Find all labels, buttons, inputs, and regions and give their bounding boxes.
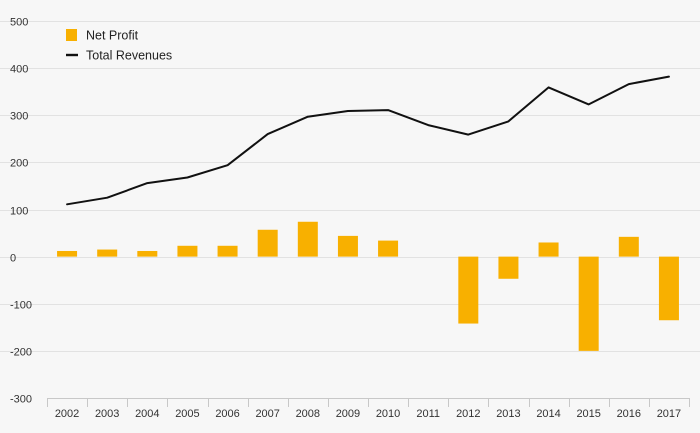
y-tick-label: 400 bbox=[10, 64, 28, 76]
net-profit-swatch-icon bbox=[66, 29, 77, 41]
total-revenues-point-2017[interactable] bbox=[666, 74, 672, 80]
x-tick-label: 2015 bbox=[576, 408, 600, 420]
total-revenues-point-2002[interactable] bbox=[64, 201, 70, 207]
y-tick-label: 200 bbox=[10, 158, 28, 170]
y-tick-label: 100 bbox=[10, 206, 28, 218]
x-axis: 2002 2003 2004 2005 2006 2007 2008 2009 2010 2011… bbox=[47, 398, 690, 420]
legend-item-total-revenues[interactable]: Total Revenues bbox=[66, 49, 172, 63]
net-profit-bar-2017[interactable] bbox=[658, 256, 679, 321]
x-tick-label: 2003 bbox=[95, 408, 119, 420]
total-revenues-point-2008[interactable] bbox=[305, 114, 311, 120]
total-revenues-line[interactable] bbox=[66, 75, 670, 206]
y-tick-label: 500 bbox=[10, 17, 28, 29]
total-revenues-point-2003[interactable] bbox=[104, 195, 110, 201]
total-revenues-point-2012[interactable] bbox=[465, 132, 471, 138]
legend-label-total-revenues: Total Revenues bbox=[86, 49, 172, 63]
y-tick-label: -300 bbox=[10, 394, 32, 406]
legend-item-net-profit[interactable]: Net Profit bbox=[66, 29, 139, 43]
legend-label-net-profit: Net Profit bbox=[86, 29, 139, 43]
x-tick-label: 2002 bbox=[55, 408, 79, 420]
x-tick-label: 2008 bbox=[296, 408, 320, 420]
x-tick-label: 2007 bbox=[255, 408, 279, 420]
net-profit-bar-2002[interactable] bbox=[57, 250, 78, 257]
net-profit-bar-2015[interactable] bbox=[578, 256, 599, 351]
x-tick-label: 2014 bbox=[536, 408, 560, 420]
total-revenues-point-2015[interactable] bbox=[586, 101, 592, 107]
net-profit-bar-2012[interactable] bbox=[458, 256, 479, 324]
x-tick-label: 2009 bbox=[336, 408, 360, 420]
x-tick-label: 2013 bbox=[496, 408, 520, 420]
y-tick-label: 300 bbox=[10, 111, 28, 123]
y-axis-tick-labels: -300 -200 -100 0 100 200 300 400 500 bbox=[10, 17, 32, 406]
total-revenues-point-2006[interactable] bbox=[225, 162, 231, 168]
total-revenues-point-2005[interactable] bbox=[184, 174, 190, 180]
total-revenues-point-2007[interactable] bbox=[265, 131, 271, 137]
gridlines bbox=[0, 21, 700, 352]
total-revenues-line-group bbox=[64, 74, 672, 207]
x-tick-label: 2005 bbox=[175, 408, 199, 420]
x-tick-label: 2004 bbox=[135, 408, 159, 420]
x-tick-label: 2011 bbox=[416, 408, 440, 420]
x-tick-label: 2010 bbox=[376, 408, 400, 420]
legend: Net Profit Total Revenues bbox=[66, 29, 172, 63]
total-revenues-point-2009[interactable] bbox=[345, 108, 351, 114]
y-tick-label: -200 bbox=[10, 347, 32, 359]
x-tick-label: 2012 bbox=[456, 408, 480, 420]
net-profit-bar-2007[interactable] bbox=[257, 229, 278, 257]
y-tick-label: 0 bbox=[10, 253, 16, 265]
net-profit-bar-2004[interactable] bbox=[137, 250, 158, 257]
net-profit-bar-2006[interactable] bbox=[217, 245, 238, 257]
net-profit-bar-2016[interactable] bbox=[618, 236, 639, 257]
x-tick-label: 2016 bbox=[617, 408, 641, 420]
net-profit-bars bbox=[57, 221, 679, 351]
x-tick-label: 2006 bbox=[215, 408, 239, 420]
net-profit-bar-2010[interactable] bbox=[378, 240, 399, 257]
net-profit-bar-2014[interactable] bbox=[538, 242, 559, 257]
net-profit-bar-2005[interactable] bbox=[177, 245, 198, 257]
total-revenues-point-2014[interactable] bbox=[546, 84, 552, 90]
net-profit-bar-2003[interactable] bbox=[97, 249, 118, 257]
total-revenues-point-2004[interactable] bbox=[144, 180, 150, 186]
total-revenues-point-2011[interactable] bbox=[425, 122, 431, 128]
total-revenues-point-2016[interactable] bbox=[626, 81, 632, 87]
net-profit-bar-2013[interactable] bbox=[498, 256, 519, 279]
x-tick-label: 2017 bbox=[657, 408, 681, 420]
net-profit-bar-2009[interactable] bbox=[337, 235, 358, 257]
net-profit-bar-2008[interactable] bbox=[297, 221, 318, 257]
total-revenues-point-2010[interactable] bbox=[385, 107, 391, 113]
total-revenues-point-2013[interactable] bbox=[505, 118, 511, 124]
y-tick-label: -100 bbox=[10, 300, 32, 312]
